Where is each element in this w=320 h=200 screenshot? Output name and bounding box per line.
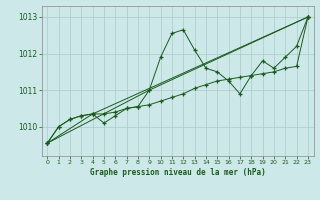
X-axis label: Graphe pression niveau de la mer (hPa): Graphe pression niveau de la mer (hPa) — [90, 168, 266, 177]
